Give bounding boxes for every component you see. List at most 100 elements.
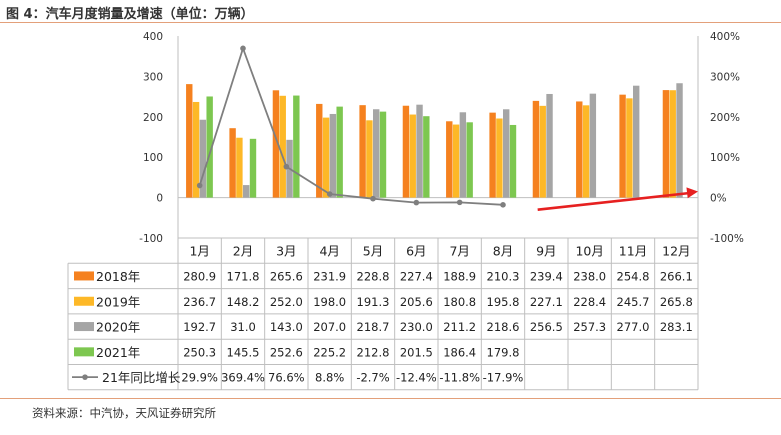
bar (459, 112, 467, 198)
data-value-label: 265.8 (660, 295, 693, 309)
bar (576, 101, 583, 198)
bar (229, 128, 236, 198)
data-value-label: 254.8 (617, 269, 650, 283)
bar (509, 124, 517, 198)
bar (272, 90, 280, 198)
data-value-label: 369.4% (221, 371, 265, 385)
data-value-label: 210.3 (487, 269, 520, 283)
legend-swatch (74, 296, 94, 306)
data-value-label: 266.1 (660, 269, 693, 283)
data-value-label: 171.8 (227, 269, 260, 283)
growth-point (500, 202, 506, 208)
data-value-label: 236.7 (183, 295, 216, 309)
data-value-label: 228.8 (357, 269, 390, 283)
bar (199, 119, 207, 198)
bar (243, 185, 250, 198)
data-value-label: 227.1 (530, 295, 563, 309)
data-value-label: 195.8 (487, 295, 520, 309)
footer-divider (0, 398, 781, 399)
data-value-label: 180.8 (443, 295, 476, 309)
category-label: 5月 (363, 244, 383, 259)
data-value-label: 231.9 (313, 269, 346, 283)
legend-swatch (74, 322, 94, 332)
trend-arrow-line (537, 191, 693, 212)
category-label: 1月 (189, 244, 209, 259)
right-axis-tick-label: 300% (710, 71, 740, 83)
left-axis-tick-label: 0 (156, 193, 163, 205)
bar (373, 109, 380, 198)
data-value-label: 239.4 (530, 269, 563, 283)
bar (236, 137, 243, 198)
data-value-label: -11.8% (439, 371, 480, 385)
category-label: 8月 (493, 244, 513, 259)
data-value-label: 218.7 (357, 320, 390, 334)
bar (503, 109, 510, 198)
data-value-label: -12.4% (396, 371, 437, 385)
data-value-label: 188.9 (443, 269, 476, 283)
data-value-label: 252.6 (270, 345, 303, 359)
data-value-label: 238.0 (573, 269, 606, 283)
data-value-label: 257.3 (573, 320, 606, 334)
series-name: 2019年 (96, 294, 140, 309)
bar (619, 94, 626, 198)
data-value-label: 230.0 (400, 320, 433, 334)
bar (293, 95, 300, 198)
figure-title: 图 4：汽车月度销量及增速（单位：万辆） (6, 7, 254, 22)
bar (546, 93, 553, 198)
bar (496, 118, 503, 198)
data-value-label: 186.4 (443, 345, 476, 359)
category-label: 12月 (662, 244, 690, 259)
bar (249, 138, 257, 198)
data-value-label: 201.5 (400, 345, 433, 359)
series-name: 21年同比增长 (102, 370, 181, 385)
bar (669, 90, 676, 198)
growth-point (283, 163, 290, 170)
bar (489, 112, 496, 198)
data-value-label: 148.2 (227, 295, 260, 309)
right-axis-tick-label: 200% (710, 112, 740, 124)
legend-line-marker (82, 374, 88, 380)
data-value-label: 256.5 (530, 320, 563, 334)
data-value-label: 8.8% (315, 371, 344, 385)
growth-point (456, 199, 463, 206)
bar (359, 105, 366, 198)
growth-line (198, 45, 504, 206)
data-value-label: 225.2 (313, 345, 346, 359)
bar (336, 106, 343, 198)
data-value-label: 31.0 (230, 320, 256, 334)
data-value-label: 227.4 (400, 269, 433, 283)
bar (416, 104, 423, 198)
bar (466, 122, 473, 198)
series-name: 2020年 (96, 320, 140, 335)
bar (662, 90, 670, 198)
bar (582, 105, 590, 198)
growth-point (240, 45, 246, 52)
data-value-label: 228.4 (573, 295, 606, 309)
data-value-label: 192.7 (183, 320, 216, 334)
bar (452, 124, 460, 198)
category-label: 10月 (575, 244, 603, 259)
data-value-label: 179.8 (487, 345, 520, 359)
data-value-label: 205.6 (400, 295, 433, 309)
bar (676, 83, 683, 198)
data-value-label: 76.6% (268, 371, 305, 385)
growth-point (370, 195, 376, 202)
bar (316, 103, 323, 198)
growth-point (196, 182, 203, 189)
data-value-label: 29.9% (181, 371, 218, 385)
data-value-label: 207.0 (313, 320, 346, 334)
left-axis-tick-label: 100 (143, 152, 163, 164)
bar (626, 98, 633, 198)
category-label: 4月 (319, 244, 339, 259)
data-value-label: 143.0 (270, 320, 303, 334)
data-value-label: 280.9 (183, 269, 216, 283)
right-axis-tick-label: 400% (710, 31, 740, 43)
trend-arrow-head (686, 187, 698, 199)
series-name: 2018年 (96, 269, 140, 284)
bar (446, 121, 453, 198)
data-value-label: 198.0 (313, 295, 346, 309)
right-axis-tick-label: 0% (710, 193, 727, 205)
bar (633, 85, 640, 198)
data-value-label: 277.0 (617, 320, 650, 334)
